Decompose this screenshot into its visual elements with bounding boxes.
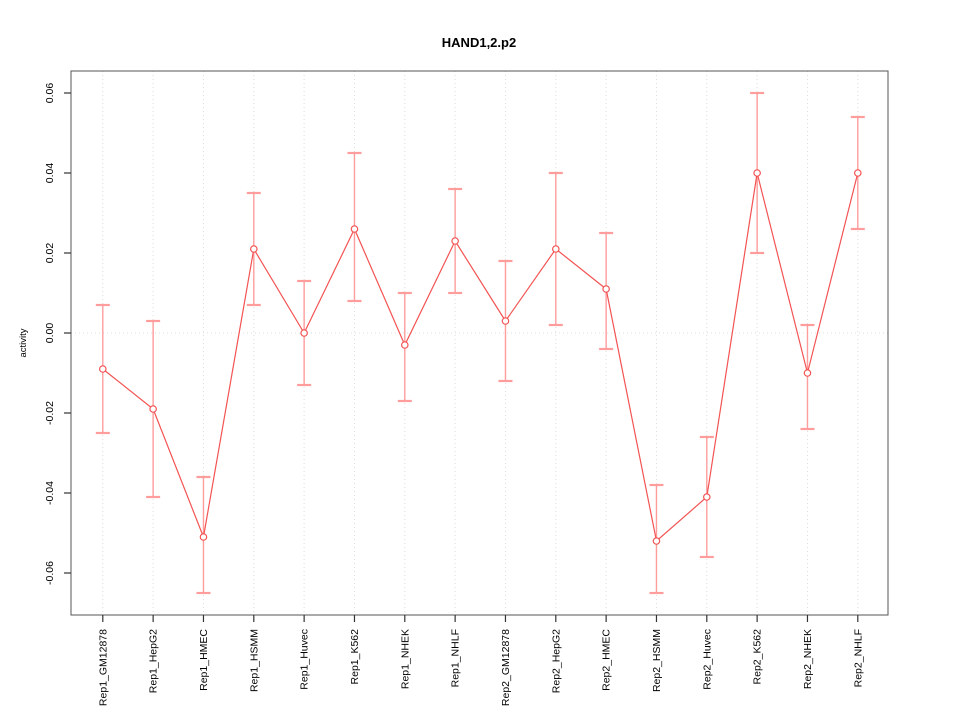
y-tick-label: 0.00 (44, 323, 56, 344)
x-tick-label: Rep2_NHLF (852, 629, 864, 687)
x-tick-label: Rep2_K562 (752, 629, 764, 685)
x-tick-label: Rep1_HMEC (198, 629, 210, 691)
gridlines (71, 71, 888, 615)
x-tick-label: Rep2_Huvec (701, 629, 713, 690)
x-tick-label: Rep1_NHEK (399, 629, 411, 689)
x-tick-label: Rep1_HepG2 (148, 629, 160, 693)
y-tick-label: 0.02 (44, 243, 56, 264)
x-tick-label: Rep2_NHEK (802, 629, 814, 689)
data-point-marker (652, 537, 661, 545)
data-point-marker (250, 245, 258, 253)
x-tick-label: Rep1_K562 (349, 629, 361, 685)
data-point-marker (853, 169, 862, 177)
plot-border (70, 70, 889, 616)
data-point-marker (803, 369, 812, 377)
y-axis-label: activity (18, 328, 29, 357)
data-point-marker (753, 169, 761, 177)
x-tick-label: Rep2_HSMM (651, 629, 663, 692)
data-point-marker (702, 493, 711, 501)
data-series (95, 91, 865, 595)
data-point-marker (99, 365, 107, 373)
x-tick-label: Rep2_HepG2 (550, 629, 562, 693)
x-tick-label: Rep2_HMEC (601, 629, 613, 691)
x-tick-label: Rep1_GM12878 (97, 629, 109, 706)
data-point-marker (350, 225, 359, 233)
data-point-marker (501, 317, 510, 325)
axes: 0.06 0.04 0.02 0.00 -0.02 -0.04 -0.06 Rep1_GM12… (44, 83, 864, 706)
y-tick-label: -0.06 (44, 561, 56, 585)
data-point-marker (451, 237, 459, 245)
x-tick-label: Rep1_Huvec (299, 629, 311, 690)
series-line (102, 172, 859, 543)
y-tick-label: -0.02 (44, 401, 56, 425)
x-tick-label: Rep1_NHLF (450, 629, 462, 687)
data-point-marker (300, 329, 308, 337)
y-tick-label: 0.06 (44, 83, 56, 104)
x-tick-label: Rep2_GM12878 (500, 629, 512, 706)
y-tick-label: 0.04 (44, 163, 56, 184)
x-tick-label: Rep1_HSMM (248, 629, 260, 692)
chart-title: HAND1,2.p2 (442, 35, 516, 50)
data-point-marker (551, 245, 560, 253)
data-point-marker (199, 533, 208, 541)
data-point-marker (400, 341, 409, 349)
data-point-marker (602, 285, 610, 293)
data-point-marker (149, 405, 157, 413)
y-tick-label: -0.04 (44, 481, 56, 505)
